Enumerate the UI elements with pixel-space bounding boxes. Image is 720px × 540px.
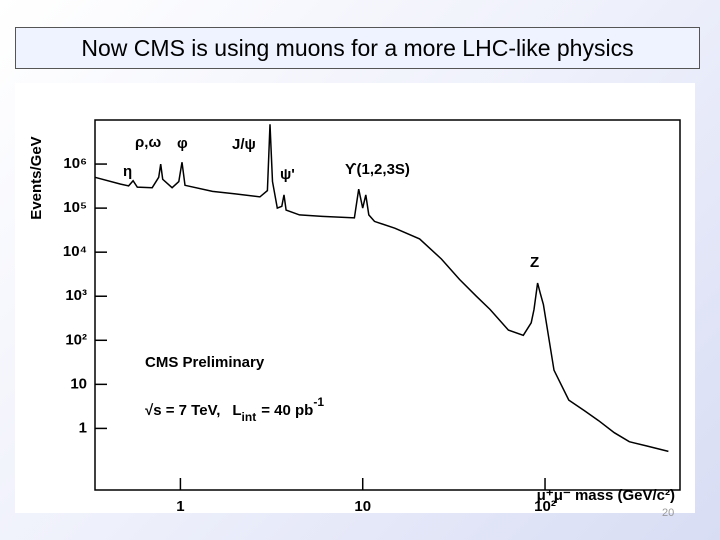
- energy-lumi-value: = 40 pb: [261, 402, 313, 419]
- data-line: [94, 124, 669, 453]
- x-axis-label: μ⁺μ⁻ mass (GeV/c²): [537, 487, 675, 504]
- chart-background: [15, 83, 695, 513]
- y-tick-label: 10⁶: [63, 155, 87, 172]
- annotation: ψ': [280, 166, 295, 183]
- annotation: ρ,ω: [135, 134, 161, 151]
- energy-sqrt-s: √s = 7 TeV,: [145, 402, 220, 419]
- y-tick-label: 1: [79, 419, 87, 436]
- chart: 1 10 10² 10³ 10⁴ 10⁵ 10⁶ 1 10 10² Events/GeV μ⁺μ⁻ m…: [15, 83, 695, 513]
- x-tick-label: 10²: [534, 498, 556, 513]
- energy-annotation: √s = 7 TeV, Lint = 40 pb-1: [145, 395, 324, 424]
- annotation: J/ψ: [232, 136, 256, 153]
- y-tick-label: 10²: [65, 331, 87, 348]
- annotation: Z: [530, 254, 539, 271]
- plot-frame: [94, 119, 681, 491]
- x-tick-label: 1: [176, 498, 184, 513]
- y-tick-label: 10: [70, 375, 87, 392]
- energy-lumi-sub: int: [242, 410, 257, 424]
- energy-lumi-symbol: L: [232, 402, 241, 419]
- x-tick-label: 10: [354, 498, 371, 513]
- y-tick-label: 10³: [65, 287, 87, 304]
- annotation: ϒ(1,2,3S): [345, 161, 410, 178]
- energy-lumi-exp: -1: [313, 395, 324, 409]
- annotation: η: [123, 163, 132, 180]
- page-number: 20: [662, 507, 675, 519]
- annotation: CMS Preliminary: [145, 354, 265, 371]
- slide-title: Now CMS is using muons for a more LHC-li…: [15, 27, 700, 69]
- y-tick-label: 10⁵: [63, 199, 87, 216]
- y-tick-label: 10⁴: [63, 243, 87, 260]
- annotation: φ: [177, 135, 188, 152]
- y-axis-label: Events/GeV: [28, 136, 45, 219]
